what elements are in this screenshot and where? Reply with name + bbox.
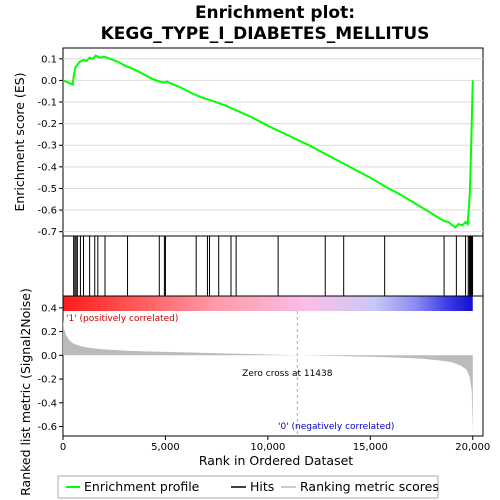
metric-y-axis-label: Ranked list metric (Signal2Noise) bbox=[18, 288, 33, 496]
negative-correlation-label: '0' (negatively correlated) bbox=[278, 422, 394, 432]
es-panel-frame bbox=[62, 47, 484, 237]
chart-title-line1: Enrichment plot: bbox=[195, 3, 355, 23]
x-tick-label: 5,000 bbox=[151, 442, 180, 453]
es-y-tick-label: -0.7 bbox=[37, 227, 57, 238]
es-y-tick-label: 0.1 bbox=[41, 54, 57, 65]
zero-cross-label: Zero cross at 11438 bbox=[242, 369, 333, 379]
chart-title-line2: KEGG_TYPE_I_DIABETES_MELLITUS bbox=[101, 24, 430, 44]
es-y-axis-label: Enrichment score (ES) bbox=[12, 72, 27, 211]
metric-y-tick-label: -0.6 bbox=[37, 422, 57, 433]
x-axis: 0 5,000 10,000 15,000 20,000 bbox=[60, 436, 490, 453]
legend-label-hits: Hits bbox=[250, 479, 274, 494]
metric-y-tick-label: -0.2 bbox=[37, 375, 57, 386]
metric-y-tick-label: 0.4 bbox=[41, 303, 57, 314]
metric-y-tick-label: 0.0 bbox=[41, 351, 57, 362]
x-tick-label: 0 bbox=[60, 442, 66, 453]
es-y-tick-label: -0.5 bbox=[37, 184, 57, 195]
es-gridlines bbox=[63, 58, 483, 233]
es-y-tick-label: -0.3 bbox=[37, 141, 57, 152]
x-axis-label: Rank in Ordered Dataset bbox=[199, 453, 353, 468]
enrichment-profile-line bbox=[62, 54, 474, 229]
es-y-tick-label: 0.0 bbox=[41, 76, 57, 87]
metric-panel-frame bbox=[62, 295, 484, 437]
es-y-tick-label: -0.1 bbox=[37, 98, 57, 109]
es-y-tick-label: -0.6 bbox=[37, 206, 57, 217]
hit-markers bbox=[73, 236, 474, 296]
metric-y-tick-label: -0.4 bbox=[37, 398, 57, 409]
x-tick-label: 20,000 bbox=[455, 442, 490, 453]
legend-label-enrichment-profile: Enrichment profile bbox=[84, 479, 200, 494]
ranking-color-bar bbox=[63, 296, 473, 311]
es-y-tick-label: -0.4 bbox=[37, 162, 57, 173]
metric-y-axis: 0.4 0.2 0.0 -0.2 -0.4 -0.6 bbox=[37, 303, 63, 433]
es-y-tick-label: -0.2 bbox=[37, 119, 57, 130]
x-tick-label: 10,000 bbox=[250, 442, 285, 453]
legend-label-ranking-metric: Ranking metric scores bbox=[300, 479, 439, 494]
es-y-axis: 0.1 0.0 -0.1 -0.2 -0.3 -0.4 -0.5 -0.6 -0.7 bbox=[37, 54, 63, 238]
x-tick-label: 15,000 bbox=[353, 442, 388, 453]
positive-correlation-label: '1' (positively correlated) bbox=[66, 314, 178, 324]
metric-y-tick-label: 0.2 bbox=[41, 327, 57, 338]
legend-box bbox=[57, 475, 439, 499]
hits-panel-frame bbox=[62, 235, 484, 297]
